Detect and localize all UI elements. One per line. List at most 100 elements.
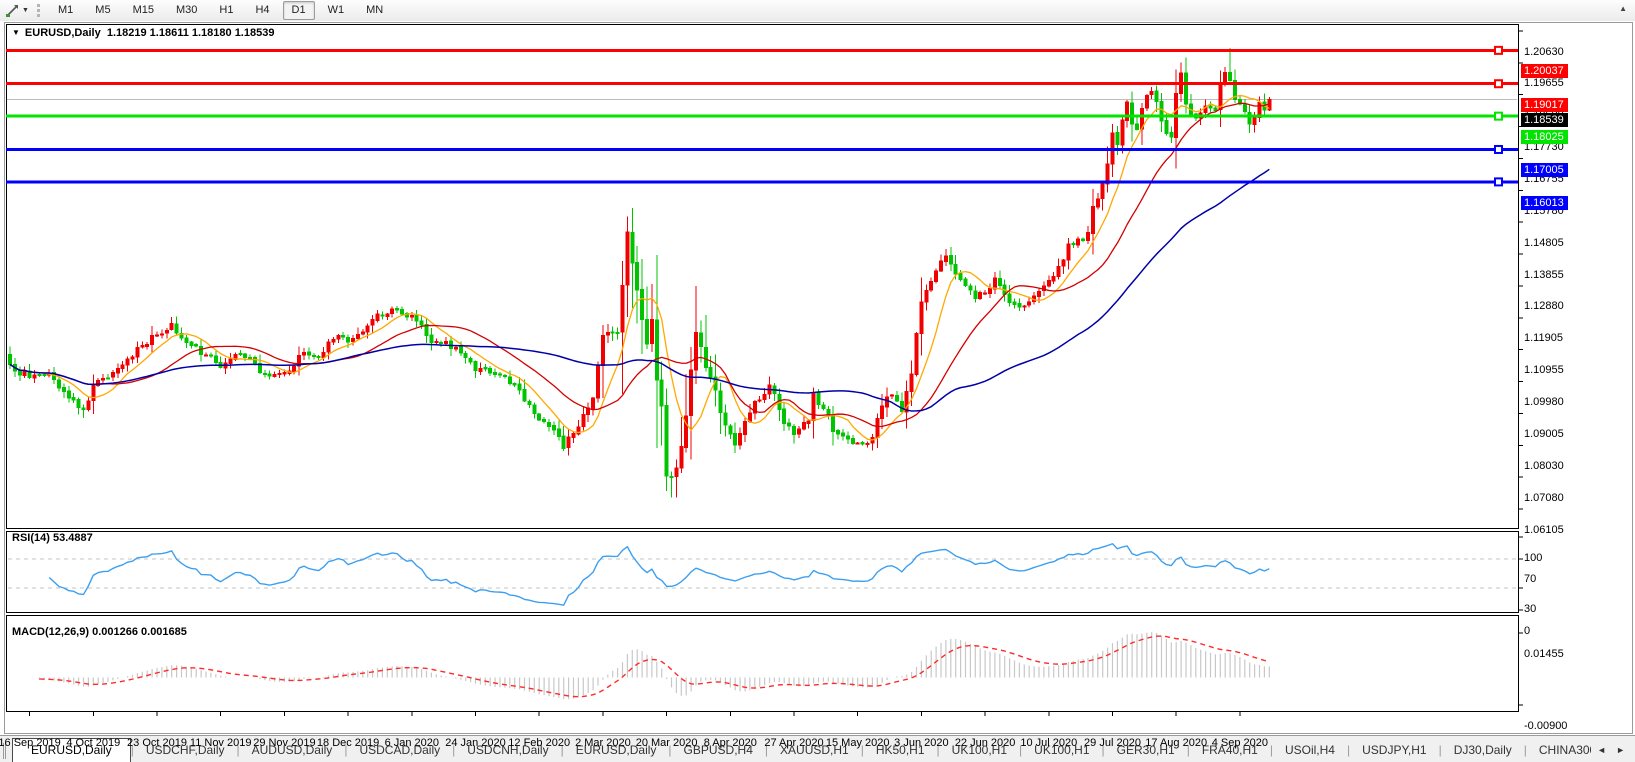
hline-price-label: 1.17005 [1521,163,1568,178]
chart-tab-bar: EURUSD,Daily | USDCHF,Daily | AUDUSD,Daily | U… [0,735,1635,762]
chart-tab-xauusd-h1[interactable]: XAUUSD,H1 [780,743,849,757]
tab-separator: | [1186,743,1190,757]
rsi-scale-label: 100 [1524,551,1543,564]
crosshair-tool-icon [6,5,19,17]
timeframe-button-w1[interactable]: W1 [327,4,345,16]
price-axis-tick-label: 1.08030 [1524,459,1564,472]
price-axis-tick-label: 1.14805 [1524,236,1564,249]
chart-tab-usdcad-daily[interactable]: USDCAD,Daily [359,743,441,757]
chart-tab-ger30-h1[interactable]: GER30,H1 [1116,743,1175,757]
macd-histogram [38,632,1270,700]
chart-tab-fra40-h1[interactable]: FRA40,H1 [1201,743,1258,757]
tab-separator: | [130,743,134,757]
chart-title[interactable]: ▼ EURUSD,Daily 1.18219 1.18611 1.18180 1.… [12,27,274,39]
tab-scroll-right-icon[interactable]: ► [1616,745,1625,755]
date-axis-label: 4 Oct 2019 [66,737,121,749]
price-axis-tick-label: 1.09005 [1524,427,1564,440]
chart-tab-usdchf-daily[interactable]: USDCHF,Daily [145,743,225,757]
current-price-label: 1.18539 [1521,113,1568,128]
tab-scroll-left-icon[interactable]: ◄ [1597,745,1607,755]
tab-separator: | [860,743,864,757]
tab-separator: | [1523,743,1527,757]
chart-tab-gbpusd-h4[interactable]: GBPUSD,H4 [683,743,753,757]
toolbar: ▼ M1 M5 M15 M30 H1 H4 D1 W1 MN ▲ [0,0,1635,22]
macd-signal-line [39,635,1270,698]
price-axis-tick-label: 1.19655 [1524,77,1564,90]
date-axis-label: 24 Jan 2020 [445,737,506,749]
hline-drag-handle[interactable] [1494,79,1503,89]
hline-price-label: 1.19017 [1521,97,1568,112]
rsi-indicator-label: RSI(14) 53.4887 [12,532,93,544]
tabbar-grip[interactable] [3,743,6,759]
date-axis-label: 6 Jan 2020 [384,737,440,749]
timeframe-button-m15[interactable]: M15 [132,4,154,16]
hline-drag-handle[interactable] [1494,144,1503,154]
chart-tab-uk100-h1[interactable]: UK100,H1 [1034,743,1090,757]
price-axis-tick-label: 1.07080 [1524,491,1564,504]
price-axis-tick-label: 1.20630 [1524,45,1564,58]
tab-separator: | [764,743,769,757]
chart-tab-usdjpy-h1[interactable]: USDJPY,H1 [1362,743,1427,757]
price-axis-tick-label: 1.13855 [1524,268,1564,281]
moving-average-slow [9,168,1270,412]
date-axis-label: 20 Mar 2020 [635,737,698,749]
tab-separator: | [668,743,672,757]
timeframe-button-m30[interactable]: M30 [175,4,198,16]
tab-separator: | [344,743,348,757]
chart-tab-hk50-h1[interactable]: HK50,H1 [875,743,925,757]
macd-indicator-label: MACD(12,26,9) 0.001266 0.001685 [12,626,187,638]
chart-tab-audusd-daily[interactable]: AUDUSD,Daily [251,743,333,757]
date-axis-label: 16 Sep 2019 [0,737,61,749]
date-axis-label: 3 Jun 2020 [894,737,949,749]
price-axis-tick-label: 1.09980 [1524,396,1564,409]
chart-tab-usdcnh-daily[interactable]: USDCNH,Daily [467,743,549,757]
chart-tools-icon[interactable]: ▼ [2,2,32,20]
hline-drag-handle[interactable] [1494,45,1503,55]
chart-symbol-period: EURUSD,Daily [24,27,101,39]
chevron-down-icon: ▼ [22,7,29,14]
date-axis-label: 29 Nov 2019 [253,737,316,749]
chart-ohlc-values: 1.18219 1.18611 1.18180 1.18539 [106,27,275,39]
tab-separator: | [560,743,564,757]
date-axis-label: 17 Aug 2020 [1145,737,1208,749]
hline-price-label: 1.20037 [1521,64,1568,79]
date-axis-label: 10 Jul 2020 [1020,737,1078,749]
tab-separator: | [1269,743,1273,757]
moving-average-medium [9,102,1270,428]
chart-tab-uk100-h1[interactable]: UK100,H1 [951,743,1008,757]
date-axis-label: 22 Jun 2020 [954,737,1016,749]
chart-tab-eurusd-daily[interactable]: EURUSD,Daily [12,738,131,762]
chart-tab-china300-h1[interactable]: CHINA300,H1 [1538,743,1591,757]
chart-tab-dj30-daily[interactable]: DJ30,Daily [1453,743,1512,757]
chart-tab-usoil-h4[interactable]: USOil,H4 [1284,743,1335,757]
toolbar-grip[interactable] [37,4,40,17]
toolbar-overflow-icon[interactable]: ▲ [1619,4,1627,13]
price-axis-tick-label: 1.11905 [1524,332,1563,345]
hline-drag-handle[interactable] [1494,177,1503,187]
price-axis-tick-label: 1.10955 [1524,364,1564,377]
date-axis-label: 2 Mar 2020 [575,737,631,749]
date-axis-label: 29 Jul 2020 [1084,737,1141,749]
tab-separator: | [1438,743,1442,757]
timeframe-button-m1[interactable]: M1 [58,4,74,16]
hline-price-label: 1.16013 [1521,195,1568,210]
tab-separator: | [1019,743,1023,757]
hline-drag-handle[interactable] [1494,111,1503,121]
date-axis-label: 18 Dec 2019 [316,737,380,749]
timeframe-button-h4[interactable]: H4 [255,4,270,16]
timeframe-button-h1[interactable]: H1 [219,4,234,16]
chart-window[interactable]: ▼ EURUSD,Daily 1.18219 1.18611 1.18180 1.… [0,21,1635,749]
date-axis-label: 12 Feb 2020 [508,737,571,749]
timeframe-button-mn[interactable]: MN [366,4,384,16]
rsi-scale-label: 70 [1524,573,1537,586]
chart-tabs: EURUSD,Daily | USDCHF,Daily | AUDUSD,Daily | U… [12,737,1591,762]
hline-price-label: 1.18025 [1521,130,1568,145]
date-axis-label: 15 May 2020 [825,737,890,749]
timeframe-button-d1[interactable]: D1 [282,1,315,20]
chart-tab-eurusd-daily[interactable]: EURUSD,Daily [575,743,657,757]
date-axis-label: 27 Apr 2020 [764,737,824,749]
timeframe-button-m5[interactable]: M5 [95,4,111,16]
price-chart-canvas[interactable] [0,21,1635,735]
price-axis-tick-label: 1.12880 [1524,300,1564,313]
